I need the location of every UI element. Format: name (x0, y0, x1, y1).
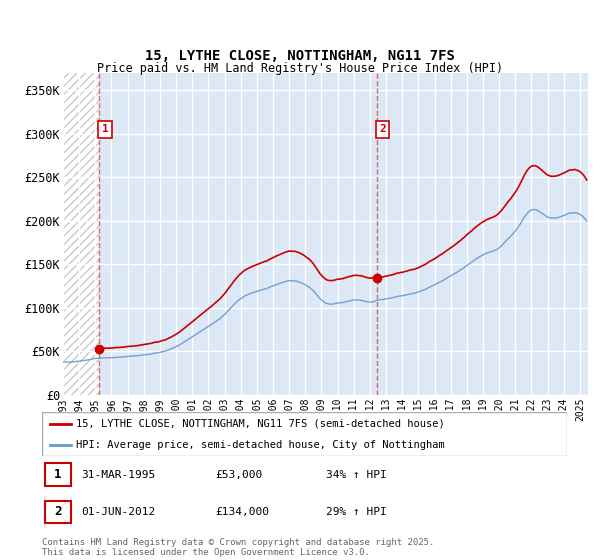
Text: Price paid vs. HM Land Registry's House Price Index (HPI): Price paid vs. HM Land Registry's House … (97, 62, 503, 75)
FancyBboxPatch shape (42, 413, 567, 455)
Text: 15, LYTHE CLOSE, NOTTINGHAM, NG11 7FS: 15, LYTHE CLOSE, NOTTINGHAM, NG11 7FS (145, 49, 455, 63)
Text: £53,000: £53,000 (215, 470, 263, 479)
FancyBboxPatch shape (44, 464, 71, 486)
FancyBboxPatch shape (44, 501, 71, 523)
Text: £134,000: £134,000 (215, 507, 269, 517)
Text: 31-MAR-1995: 31-MAR-1995 (82, 470, 155, 479)
Text: 01-JUN-2012: 01-JUN-2012 (82, 507, 155, 517)
Text: 1: 1 (102, 124, 109, 134)
Text: HPI: Average price, semi-detached house, City of Nottingham: HPI: Average price, semi-detached house,… (76, 440, 445, 450)
Text: Contains HM Land Registry data © Crown copyright and database right 2025.
This d: Contains HM Land Registry data © Crown c… (42, 538, 434, 557)
Text: 34% ↑ HPI: 34% ↑ HPI (325, 470, 386, 479)
Text: 29% ↑ HPI: 29% ↑ HPI (325, 507, 386, 517)
Text: 2: 2 (379, 124, 386, 134)
Text: 1: 1 (54, 468, 62, 481)
Text: 2: 2 (54, 505, 62, 518)
Text: 15, LYTHE CLOSE, NOTTINGHAM, NG11 7FS (semi-detached house): 15, LYTHE CLOSE, NOTTINGHAM, NG11 7FS (s… (76, 419, 445, 429)
Bar (63, 73, 100, 395)
